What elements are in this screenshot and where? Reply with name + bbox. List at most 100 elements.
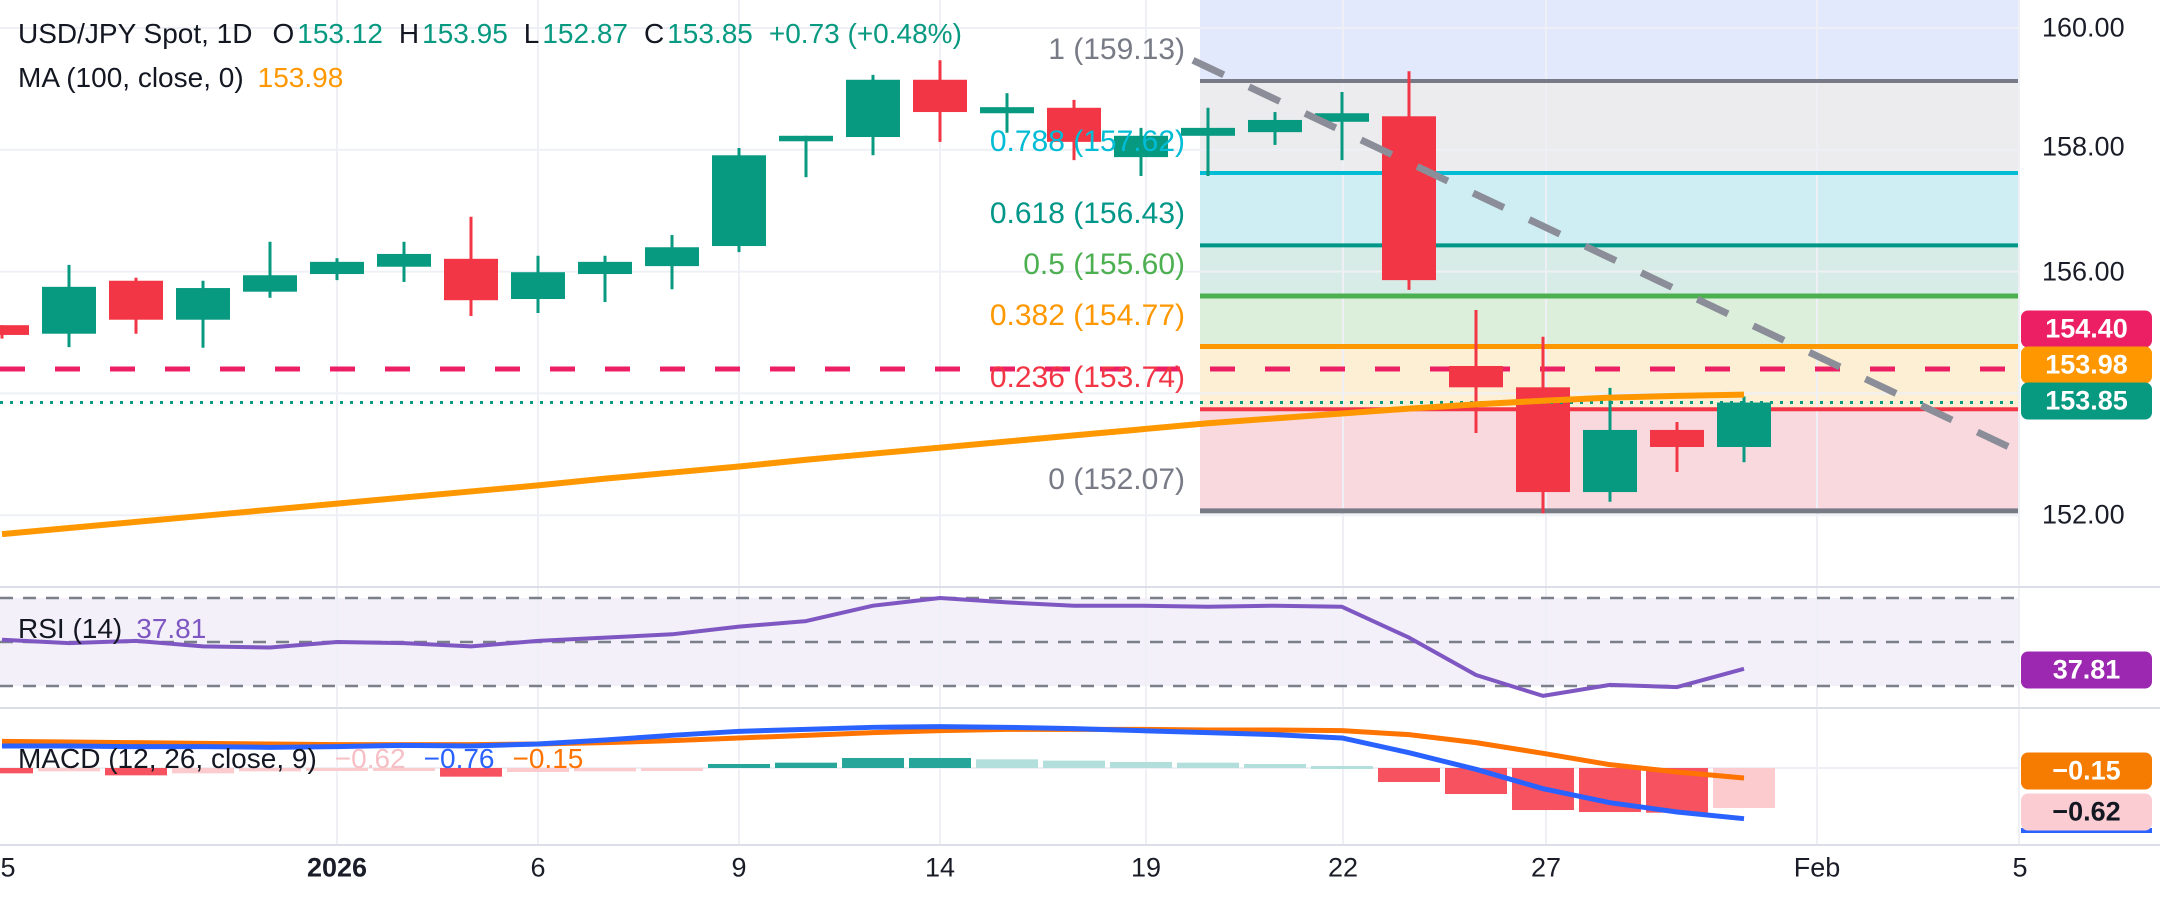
candle-body bbox=[1047, 107, 1101, 142]
macd-histogram-bar bbox=[105, 768, 167, 776]
candle-body bbox=[779, 135, 833, 142]
rsi-line bbox=[1, 596, 1745, 698]
macd-histogram-bar bbox=[440, 768, 502, 777]
macd-histogram-bar bbox=[909, 757, 971, 768]
candle-body bbox=[1114, 135, 1168, 158]
macd-histogram-bar bbox=[1244, 763, 1306, 768]
price-axis-label: 152.00 bbox=[2042, 499, 2125, 530]
macd-histogram-bar bbox=[1110, 761, 1172, 768]
symbol-title: USD/JPY Spot, 1D bbox=[18, 18, 253, 49]
macd-histogram-axis-badge: −0.62 bbox=[2021, 793, 2152, 831]
price-badge-dashed-level: 154.40 bbox=[2021, 310, 2152, 348]
time-axis-label: 19 bbox=[1130, 852, 1162, 883]
rsi-axis-badge: 37.81 bbox=[2021, 651, 2152, 689]
macd-histogram-bar bbox=[38, 768, 100, 772]
macd-histogram-bar bbox=[1311, 765, 1373, 769]
candle-body bbox=[1181, 127, 1235, 136]
ohlc-low: L 152.87 bbox=[523, 18, 628, 49]
macd-histogram-bar bbox=[306, 768, 368, 771]
macd-signal-line bbox=[1, 726, 1745, 781]
macd-histogram-bar bbox=[1043, 760, 1105, 768]
price-axis-label: 160.00 bbox=[2042, 12, 2125, 43]
candle-body bbox=[1583, 429, 1637, 493]
macd-legend[interactable]: MACD (12, 26, close, 9) −0.62 −0.76 −0.1… bbox=[18, 743, 583, 775]
candle-body bbox=[712, 155, 766, 247]
candle-body bbox=[176, 288, 230, 320]
candle-body bbox=[1315, 113, 1369, 122]
candle-body bbox=[980, 107, 1034, 114]
fib-level-label: 0.236 (153.74) bbox=[989, 361, 1185, 395]
candle-body bbox=[1248, 119, 1302, 133]
ohlc-close: C 153.85 bbox=[644, 18, 753, 49]
ma-value: 153.98 bbox=[257, 62, 344, 93]
time-axis-label: 5 bbox=[2012, 852, 2028, 883]
fib-level-label: 0.618 (156.43) bbox=[989, 197, 1185, 231]
time-axis-label: 14 bbox=[924, 852, 956, 883]
time-axis-label: 22 bbox=[1327, 852, 1359, 883]
candle-body bbox=[444, 258, 498, 301]
price-axis-label: 156.00 bbox=[2042, 256, 2125, 287]
macd-histogram-bar bbox=[708, 763, 770, 768]
rsi-legend[interactable]: RSI (14) 37.81 bbox=[18, 613, 206, 645]
fib-level-label: 1 (159.13) bbox=[1048, 32, 1185, 66]
ma-label: MA (100, close, 0) bbox=[18, 62, 244, 93]
macd-label: MACD (12, 26, close, 9) bbox=[18, 743, 317, 774]
macd-histogram-bar bbox=[842, 757, 904, 768]
fib-zone bbox=[1200, 295, 2018, 347]
change-value: +0.73 (+0.48%) bbox=[768, 18, 962, 49]
candle-body bbox=[377, 253, 431, 267]
candle-body bbox=[0, 325, 29, 335]
macd-histogram-bar bbox=[373, 768, 435, 771]
fib-zone bbox=[1200, 0, 2018, 81]
ma100-line[interactable] bbox=[1, 391, 1745, 538]
candle-body bbox=[310, 261, 364, 275]
candle-body bbox=[243, 275, 297, 292]
candle-body bbox=[913, 79, 967, 113]
candle-body bbox=[1449, 365, 1503, 388]
candle-body bbox=[578, 261, 632, 275]
ohlc-open: O 153.12 bbox=[272, 18, 383, 49]
symbol-legend[interactable]: USD/JPY Spot, 1D O 153.12 H 153.95 L 152.87… bbox=[18, 18, 962, 50]
rsi-value: 37.81 bbox=[136, 613, 207, 644]
candle-body bbox=[645, 247, 699, 267]
macd-histogram-bar bbox=[976, 759, 1038, 768]
macd-histogram-bar bbox=[1177, 762, 1239, 768]
macd-histogram-bar bbox=[172, 768, 234, 774]
price-axis-label: 158.00 bbox=[2042, 131, 2125, 162]
macd-histogram-bar bbox=[239, 768, 301, 772]
candle-body bbox=[109, 280, 163, 320]
fib-zone bbox=[1200, 172, 2018, 246]
time-axis-label: Feb bbox=[1793, 852, 1841, 883]
candle-body bbox=[1382, 116, 1436, 281]
macd-histogram-bar bbox=[1378, 768, 1440, 783]
rsi-label: RSI (14) bbox=[18, 613, 123, 644]
macd-histogram-bar bbox=[0, 768, 33, 774]
macd-histogram-bar bbox=[641, 768, 703, 771]
macd-line-value: −0.76 bbox=[423, 743, 495, 774]
trend-line[interactable] bbox=[1191, 57, 2020, 455]
ma-legend[interactable]: MA (100, close, 0) 153.98 bbox=[18, 62, 343, 94]
price-badge-ma100: 153.98 bbox=[2021, 346, 2152, 384]
fib-level-label: 0.788 (157.62) bbox=[989, 124, 1185, 158]
macd-line-axis-marker bbox=[2021, 828, 2152, 833]
candle-body bbox=[1717, 402, 1771, 447]
candle-body bbox=[511, 272, 565, 300]
ohlc-high: H 153.95 bbox=[398, 18, 508, 49]
macd-signal-axis-badge: −0.15 bbox=[2021, 752, 2152, 790]
price-badge-last-price: 153.85 bbox=[2021, 382, 2152, 420]
fib-level-label: 0.5 (155.60) bbox=[1023, 247, 1185, 281]
time-axis-label: 27 bbox=[1530, 852, 1562, 883]
fib-level-label: 0.382 (154.77) bbox=[989, 298, 1185, 332]
macd-histogram-bar bbox=[1445, 768, 1507, 795]
candle-body bbox=[1650, 429, 1704, 447]
fib-level-label: 0 (152.07) bbox=[1048, 462, 1185, 496]
macd-histogram-bar bbox=[775, 762, 837, 768]
candle-body bbox=[1516, 387, 1570, 493]
macd-histogram-bar bbox=[574, 768, 636, 772]
candle-body bbox=[846, 79, 900, 138]
macd-line bbox=[2, 724, 1745, 822]
time-axis-label: 2026 bbox=[306, 852, 368, 883]
candle-body bbox=[42, 286, 96, 334]
